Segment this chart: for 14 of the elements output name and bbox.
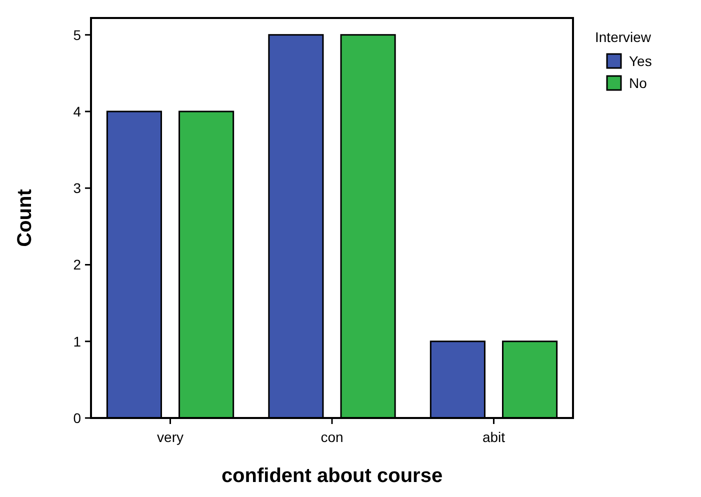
y-tick-label: 3 xyxy=(73,180,82,196)
legend-label: No xyxy=(629,75,648,91)
y-tick-label: 4 xyxy=(73,103,82,120)
x-tick-label: very xyxy=(157,429,184,445)
x-axis-title: confident about course xyxy=(221,465,443,487)
y-tick-label: 1 xyxy=(73,333,82,350)
legend-title: Interview xyxy=(595,29,652,45)
x-tick-label: abit xyxy=(482,429,506,445)
x-tick-label: con xyxy=(320,429,344,445)
legend-label: Yes xyxy=(629,53,652,69)
y-axis-title: Count xyxy=(14,188,36,247)
y-tick-label: 2 xyxy=(73,256,82,273)
y-tick-label: 0 xyxy=(73,410,82,426)
y-tick-label: 5 xyxy=(73,26,82,43)
